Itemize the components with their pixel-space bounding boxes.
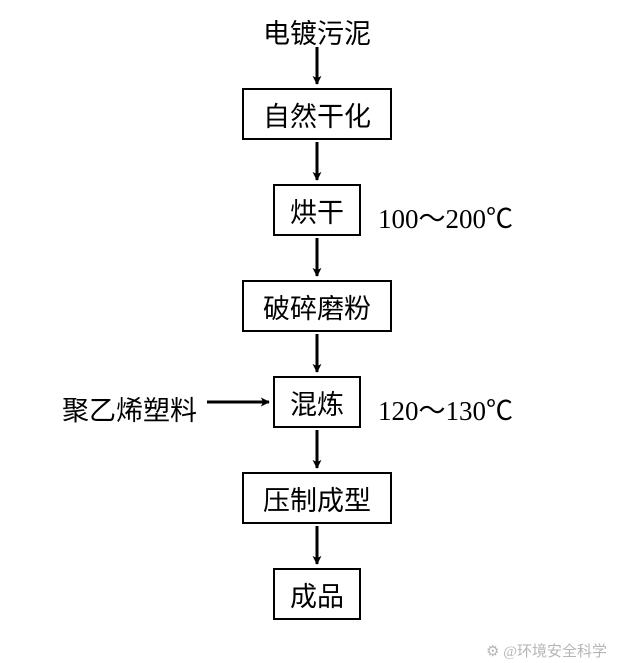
label-top: 电镀污泥 xyxy=(263,12,371,51)
process-box-b2: 烘干 xyxy=(273,184,361,236)
process-box-b3: 破碎磨粉 xyxy=(242,280,392,332)
watermark-text: @环境安全科学 xyxy=(503,644,607,660)
process-box-b4: 混炼 xyxy=(273,376,361,428)
label-temp1: 100～200℃ xyxy=(378,197,513,236)
process-box-label: 破碎磨粉 xyxy=(263,287,371,326)
process-box-b6: 成品 xyxy=(273,568,361,620)
process-box-label: 烘干 xyxy=(290,191,344,230)
process-box-label: 成品 xyxy=(290,575,344,614)
watermark-icon: ⚙ xyxy=(486,644,499,660)
process-box-b5: 压制成型 xyxy=(242,472,392,524)
label-temp2: 120～130℃ xyxy=(378,389,513,428)
watermark: ⚙ @环境安全科学 xyxy=(486,640,607,661)
label-side_input: 聚乙烯塑料 xyxy=(62,389,197,428)
process-box-label: 压制成型 xyxy=(263,479,371,518)
process-box-b1: 自然干化 xyxy=(242,88,392,140)
flowchart-canvas: 自然干化烘干破碎磨粉混炼压制成型成品 电镀污泥 100～200℃ 120～130℃ 聚乙… xyxy=(0,0,640,663)
process-box-label: 自然干化 xyxy=(263,95,371,134)
process-box-label: 混炼 xyxy=(290,383,344,422)
